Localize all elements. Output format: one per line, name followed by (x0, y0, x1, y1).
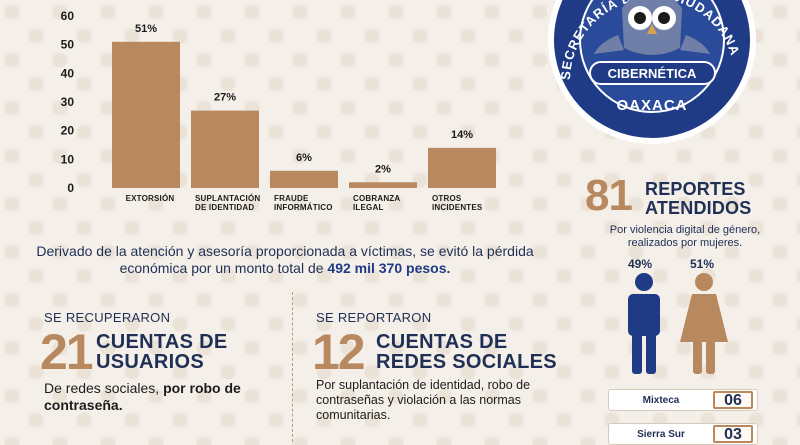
bar (191, 110, 259, 188)
x-category-label: OTROS INCIDENTES (432, 194, 508, 212)
male-percentage: 49% (628, 257, 653, 271)
x-category-label: EXTORSIÓN (112, 194, 188, 203)
bar-data-label: 14% (451, 129, 473, 141)
recovered-description: De redes sociales, por robo de contraseñ… (44, 380, 289, 414)
x-category-line: DE IDENTIDAD (195, 203, 255, 212)
bar-data-label: 2% (375, 163, 391, 175)
reported-pre-label: SE REPORTARON (316, 310, 432, 325)
savings-statement: Derivado de la atención y asesoría propo… (20, 243, 550, 277)
recovered-desc-bold: por robo de contraseña. (44, 380, 241, 413)
region-count: 06 (713, 391, 753, 409)
y-tick-label: 40 (61, 66, 75, 80)
male-figure-icon (628, 273, 660, 374)
recovered-line1: CUENTAS DE (96, 331, 228, 353)
bar-data-label: 51% (135, 23, 157, 35)
region-name: Sierra Sur (637, 429, 685, 440)
reports-line2: ATENDIDOS (645, 198, 752, 218)
recovered-pre-label: SE RECUPERARON (44, 310, 171, 325)
owl-emblem-icon (594, 0, 710, 55)
recovered-desc-plain: De redes sociales, (44, 380, 160, 396)
reported-line1: CUENTAS DE (376, 331, 508, 353)
recovered-number: 21 (40, 324, 94, 380)
x-category-line: ILEGAL (353, 203, 384, 212)
region-count: 03 (713, 425, 753, 443)
y-tick-label: 30 (61, 95, 75, 109)
y-axis: 0 10 20 30 40 50 60 (61, 9, 75, 195)
y-tick-label: 20 (61, 124, 75, 138)
seal-city-text: OAXACA (616, 97, 687, 114)
y-tick-label: 60 (61, 9, 75, 23)
recovered-line2: USUARIOS (96, 351, 204, 373)
x-category-line: INFORMÁTICO (274, 203, 333, 212)
reported-description: Por suplantación de identidad, robo de c… (316, 378, 531, 422)
reports-line1: REPORTES (645, 179, 746, 199)
x-category-line: COBRANZA (353, 194, 401, 203)
reports-subtitle: Por violencia digital de género, realiza… (609, 224, 761, 249)
incident-bar-chart: 0 10 20 30 40 50 60 51% 27% 6% 2% 14% (61, 9, 496, 195)
data-labels: 51% 27% 6% 2% 14% (135, 23, 473, 175)
bar-data-label: 6% (296, 152, 312, 164)
reports-label: REPORTES ATENDIDOS (645, 180, 751, 218)
reported-number: 12 (312, 324, 366, 380)
section-divider (292, 292, 293, 442)
y-tick-label: 0 (67, 181, 74, 195)
x-category-line: INCIDENTES (432, 203, 483, 212)
x-category-line: SUPLANTACIÓN (195, 194, 261, 203)
seal-badge-text: CIBERNÉTICA (608, 66, 697, 81)
bars (112, 41, 496, 188)
x-category-label: COBRANZA ILEGAL (353, 194, 429, 212)
x-category-label: SUPLANTACIÓN DE IDENTIDAD (195, 194, 271, 212)
female-figure-icon (680, 273, 728, 374)
x-category-line: FRAUDE (274, 194, 309, 203)
x-category-line: EXTORSIÓN (125, 194, 175, 203)
region-row-mixteca[interactable]: Mixteca 06 (608, 389, 758, 411)
bar (428, 147, 496, 188)
x-category-label: FRAUDE INFORMÁTICO (274, 194, 350, 212)
region-row-sierra-sur[interactable]: Sierra Sur 03 (608, 423, 758, 445)
statement-text: Derivado de la atención y asesoría propo… (36, 243, 534, 276)
reported-line2: REDES SOCIALES (376, 351, 557, 373)
bar (270, 170, 338, 188)
cibernetica-oaxaca-seal: SECRETARÍA DE CIUDADANA CIBERNÉTICA OAXA… (548, 0, 756, 144)
statement-amount: 492 mil 370 pesos. (327, 260, 451, 276)
y-tick-label: 50 (61, 38, 75, 52)
region-name: Mixteca (642, 395, 680, 406)
x-category-line: OTROS (432, 194, 462, 203)
bar-data-label: 27% (214, 92, 236, 104)
female-percentage: 51% (690, 257, 715, 271)
bar (112, 41, 180, 188)
y-tick-label: 10 (61, 152, 75, 166)
reports-number: 81 (585, 171, 633, 220)
bar (349, 182, 417, 188)
